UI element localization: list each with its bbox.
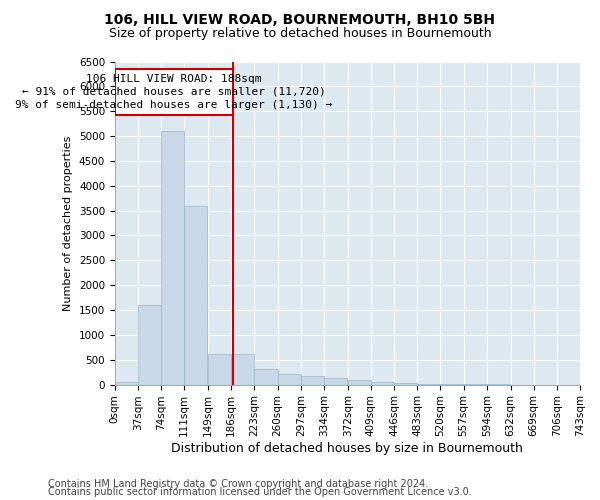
- Bar: [184, 206, 208, 384]
- Bar: [324, 378, 347, 384]
- Bar: [161, 131, 184, 384]
- Bar: [208, 354, 231, 384]
- Bar: [348, 380, 371, 384]
- Bar: [394, 383, 417, 384]
- Text: ← 91% of detached houses are smaller (11,720): ← 91% of detached houses are smaller (11…: [22, 87, 326, 97]
- Text: Size of property relative to detached houses in Bournemouth: Size of property relative to detached ho…: [109, 28, 491, 40]
- Text: 106 HILL VIEW ROAD: 188sqm: 106 HILL VIEW ROAD: 188sqm: [86, 74, 262, 84]
- Bar: [138, 305, 161, 384]
- Bar: [115, 69, 233, 114]
- Bar: [278, 374, 301, 384]
- Text: Contains HM Land Registry data © Crown copyright and database right 2024.: Contains HM Land Registry data © Crown c…: [48, 479, 428, 489]
- Bar: [115, 382, 138, 384]
- Text: 106, HILL VIEW ROAD, BOURNEMOUTH, BH10 5BH: 106, HILL VIEW ROAD, BOURNEMOUTH, BH10 5…: [104, 12, 496, 26]
- Bar: [301, 376, 324, 384]
- Text: Contains public sector information licensed under the Open Government Licence v3: Contains public sector information licen…: [48, 487, 472, 497]
- X-axis label: Distribution of detached houses by size in Bournemouth: Distribution of detached houses by size …: [172, 442, 523, 455]
- Text: 9% of semi-detached houses are larger (1,130) →: 9% of semi-detached houses are larger (1…: [15, 100, 332, 110]
- Bar: [371, 382, 394, 384]
- Bar: [231, 354, 254, 384]
- Bar: [254, 369, 278, 384]
- Y-axis label: Number of detached properties: Number of detached properties: [63, 136, 73, 310]
